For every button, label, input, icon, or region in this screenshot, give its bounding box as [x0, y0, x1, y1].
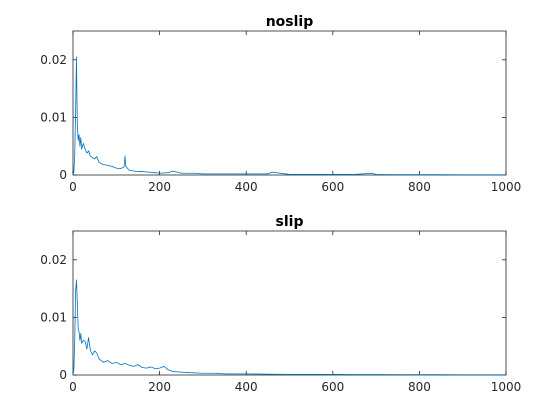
x-tick-label: 1000 — [491, 180, 522, 194]
y-tick-label: 0 — [59, 368, 67, 382]
chart-slip: slip 0 200 400 600 800 1000 0 0.01 0.02 — [40, 214, 521, 394]
x-tick-label: 800 — [408, 180, 431, 194]
x-tick-label: 400 — [235, 380, 258, 394]
y-tick-label: 0.02 — [40, 53, 67, 67]
x-tick-label: 200 — [148, 180, 171, 194]
y-tick-label: 0 — [59, 168, 67, 182]
x-tick-label: 600 — [321, 180, 344, 194]
chart-noslip: noslip 0 200 400 600 800 1000 0 0.01 0.02 — [40, 14, 521, 194]
x-tick-label: 0 — [69, 180, 77, 194]
plot-area — [72, 279, 507, 376]
x-tick-label: 200 — [148, 380, 171, 394]
x-tick-label: 800 — [408, 380, 431, 394]
y-tick-label: 0.01 — [40, 310, 67, 324]
plot-area — [72, 56, 507, 176]
x-tick-label: 0 — [69, 380, 77, 394]
axes-frame — [72, 30, 507, 176]
chart-title: noslip — [266, 14, 314, 30]
x-tick-label: 400 — [235, 180, 258, 194]
x-tick-label: 1000 — [491, 380, 522, 394]
x-tick-label: 600 — [321, 380, 344, 394]
y-ticks: 0 0.01 0.02 — [40, 253, 506, 382]
series-line-noslip — [72, 56, 507, 176]
axes-frame — [72, 230, 507, 376]
y-tick-label: 0.01 — [40, 110, 67, 124]
x-ticks: 0 200 400 600 800 1000 — [69, 31, 521, 194]
chart-title: slip — [276, 214, 304, 230]
y-tick-label: 0.02 — [40, 253, 67, 267]
series-line-slip — [72, 279, 507, 376]
y-ticks: 0 0.01 0.02 — [40, 53, 506, 182]
x-ticks: 0 200 400 600 800 1000 — [69, 231, 521, 394]
